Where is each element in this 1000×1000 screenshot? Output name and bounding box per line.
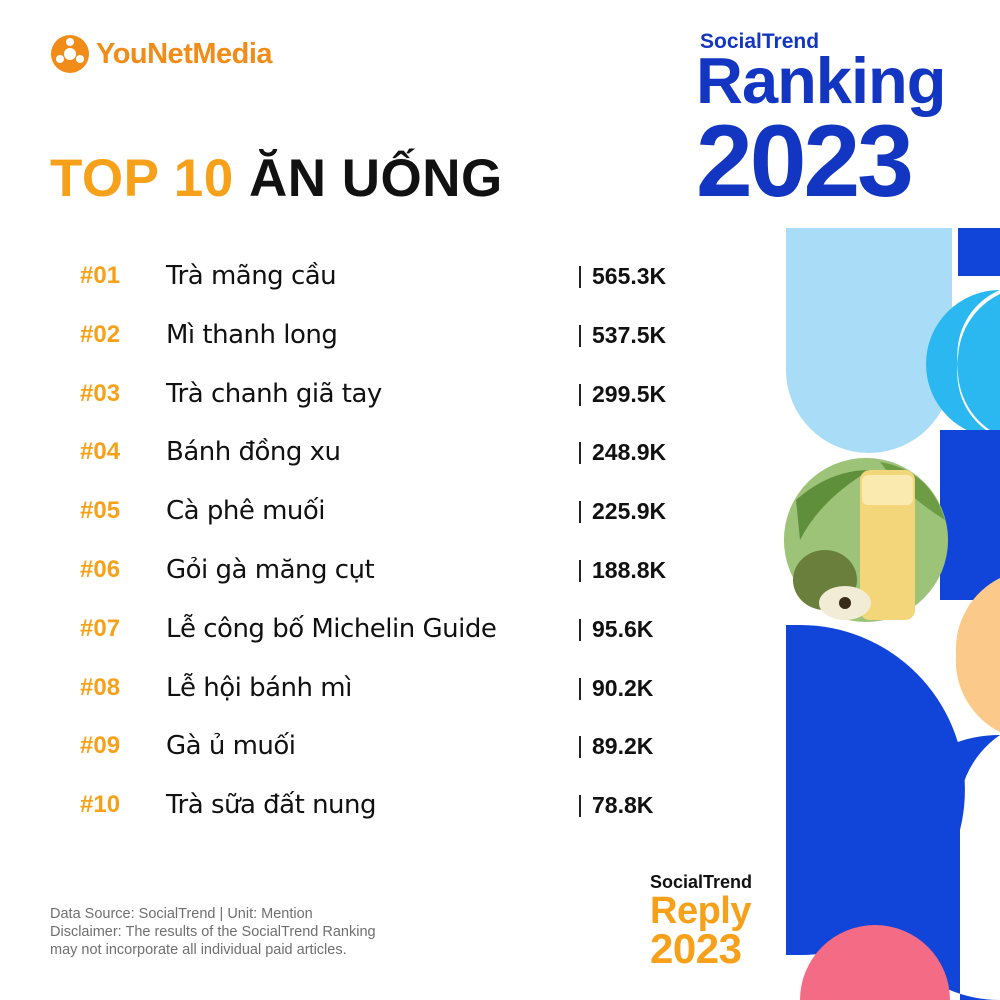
value-divider [579, 501, 581, 524]
mention-count: 89.2K [592, 733, 654, 760]
mention-count: 90.2K [592, 674, 654, 701]
value-divider [579, 736, 581, 759]
rank-number: #06 [80, 556, 121, 583]
rank-number: #02 [80, 320, 121, 348]
value-divider [579, 795, 581, 818]
rank-number: #05 [80, 497, 121, 525]
ranking-year: 2023 [696, 104, 914, 218]
younet-logo: YouNetMedia [50, 34, 273, 74]
ranking-row: #06 Gỏi gà măng cụt 188.8K [0, 550, 720, 590]
rank-number: #01 [80, 262, 121, 289]
light-blue-arch [786, 228, 952, 453]
page-title: TOP 10 ĂN UỐNG [50, 148, 503, 209]
item-name: Lễ công bố Michelin Guide [166, 613, 497, 644]
value-divider [579, 383, 581, 406]
socialtrend-label: SocialTrend [700, 30, 820, 53]
item-name: Lễ hội bánh mì [166, 672, 352, 703]
younet-logo-icon [51, 35, 89, 73]
mention-count: 95.6K [592, 615, 654, 642]
mention-count: 188.8K [592, 557, 667, 583]
value-divider [579, 266, 581, 288]
item-name: Gỏi gà măng cụt [166, 555, 375, 585]
value-divider [579, 324, 581, 347]
title-accent: TOP 10 [50, 149, 234, 208]
rank-number: #04 [80, 438, 121, 466]
rank-number: #07 [80, 614, 121, 642]
rank-number: #03 [80, 379, 121, 407]
badge-socialtrend: SocialTrend [650, 872, 753, 892]
ranking-row: #02 Mì thanh long 537.5K [0, 315, 720, 355]
ranking-row: #05 Cà phê muối 225.9K [0, 491, 720, 531]
badge-reply: Reply [650, 890, 751, 932]
mention-count: 248.9K [592, 439, 667, 466]
value-divider [579, 560, 581, 582]
mention-count: 299.5K [592, 380, 667, 407]
item-name: Trà chanh giã tay [166, 378, 382, 409]
big-blue-half-circle [786, 625, 951, 955]
footer-line-2: Disclaimer: The results of the SocialTre… [50, 924, 376, 940]
blue-right-bottom [867, 735, 1000, 1000]
mention-count: 225.9K [592, 498, 667, 525]
blue-column [958, 438, 1000, 610]
mention-count: 78.8K [592, 792, 654, 819]
footer-line-3: may not incorporate all individual paid … [50, 942, 347, 958]
rank-number: #08 [80, 673, 121, 701]
mention-count: 565.3K [592, 263, 667, 289]
ranking-row: #08 Lễ hội bánh mì 90.2K [0, 668, 720, 708]
blue-strip-top [958, 228, 1000, 276]
badge-year: 2023 [650, 925, 742, 972]
ranking-row: #07 Lễ công bố Michelin Guide 95.6K [0, 609, 720, 649]
ranking-row: #01 Trà mãng cầu 565.3K [0, 256, 720, 296]
value-divider [579, 618, 581, 641]
item-name: Cà phê muối [166, 496, 326, 527]
soursop-drink-image [784, 458, 948, 622]
rank-number: #09 [80, 732, 121, 760]
ranking-row: #10 Trà sữa đất nung 78.8K [0, 785, 720, 825]
title-main: ĂN UỐNG [248, 149, 503, 208]
value-divider [579, 442, 581, 465]
ranking-row: #04 Bánh đồng xu 248.9K [0, 432, 720, 472]
item-name: Trà mãng cầu [166, 261, 337, 291]
mention-count: 537.5K [592, 321, 667, 348]
pink-circle [800, 925, 950, 1000]
footer-line-1: Data Source: SocialTrend | Unit: Mention [50, 906, 313, 922]
item-name: Gà ủ muối [166, 731, 296, 762]
ranking-row: #09 Gà ủ muối 89.2K [0, 726, 720, 766]
ranking-row: #03 Trà chanh giã tay 299.5K [0, 374, 720, 414]
value-divider [579, 677, 581, 700]
logo-text: YouNetMedia [96, 37, 273, 70]
item-name: Mì thanh long [166, 319, 338, 350]
footer-note: Data Source: SocialTrend | Unit: Mention… [50, 905, 376, 959]
cyan-half-circle [926, 290, 1000, 438]
rank-number: #10 [80, 791, 121, 819]
item-name: Bánh đồng xu [166, 437, 341, 468]
item-name: Trà sữa đất nung [166, 790, 377, 821]
ranking-label: Ranking [696, 44, 946, 117]
peach-half-circle [920, 575, 1000, 735]
